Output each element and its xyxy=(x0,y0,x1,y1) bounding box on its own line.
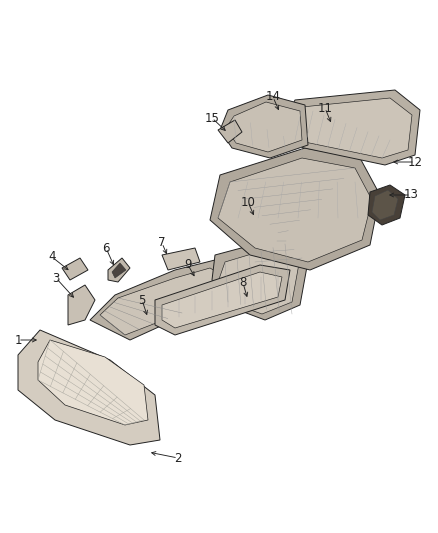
Polygon shape xyxy=(108,258,130,282)
Text: 6: 6 xyxy=(102,241,110,254)
Text: 2: 2 xyxy=(174,451,182,464)
Text: 11: 11 xyxy=(318,101,332,115)
Polygon shape xyxy=(286,98,412,158)
Polygon shape xyxy=(162,248,200,270)
Polygon shape xyxy=(280,90,420,165)
Text: 1: 1 xyxy=(14,334,22,346)
Text: 12: 12 xyxy=(407,156,423,168)
Text: 4: 4 xyxy=(48,251,56,263)
Polygon shape xyxy=(210,148,380,270)
Text: 9: 9 xyxy=(184,259,192,271)
Text: 10: 10 xyxy=(240,196,255,208)
Text: 3: 3 xyxy=(52,271,60,285)
Polygon shape xyxy=(218,244,300,314)
Polygon shape xyxy=(112,263,126,278)
Text: 13: 13 xyxy=(403,189,418,201)
Polygon shape xyxy=(368,185,405,225)
Polygon shape xyxy=(218,120,242,143)
Polygon shape xyxy=(212,235,310,320)
Text: 7: 7 xyxy=(158,237,166,249)
Polygon shape xyxy=(220,95,308,158)
Text: 8: 8 xyxy=(239,277,247,289)
Polygon shape xyxy=(100,268,225,335)
Polygon shape xyxy=(162,272,282,328)
Text: 14: 14 xyxy=(265,91,280,103)
Polygon shape xyxy=(372,190,398,220)
Polygon shape xyxy=(226,102,302,152)
Polygon shape xyxy=(38,340,148,425)
Polygon shape xyxy=(218,158,372,262)
Text: 15: 15 xyxy=(205,111,219,125)
Polygon shape xyxy=(62,258,88,280)
Polygon shape xyxy=(68,285,95,325)
Polygon shape xyxy=(155,265,290,335)
Text: 5: 5 xyxy=(138,294,146,306)
Polygon shape xyxy=(90,260,235,340)
Polygon shape xyxy=(18,330,160,445)
